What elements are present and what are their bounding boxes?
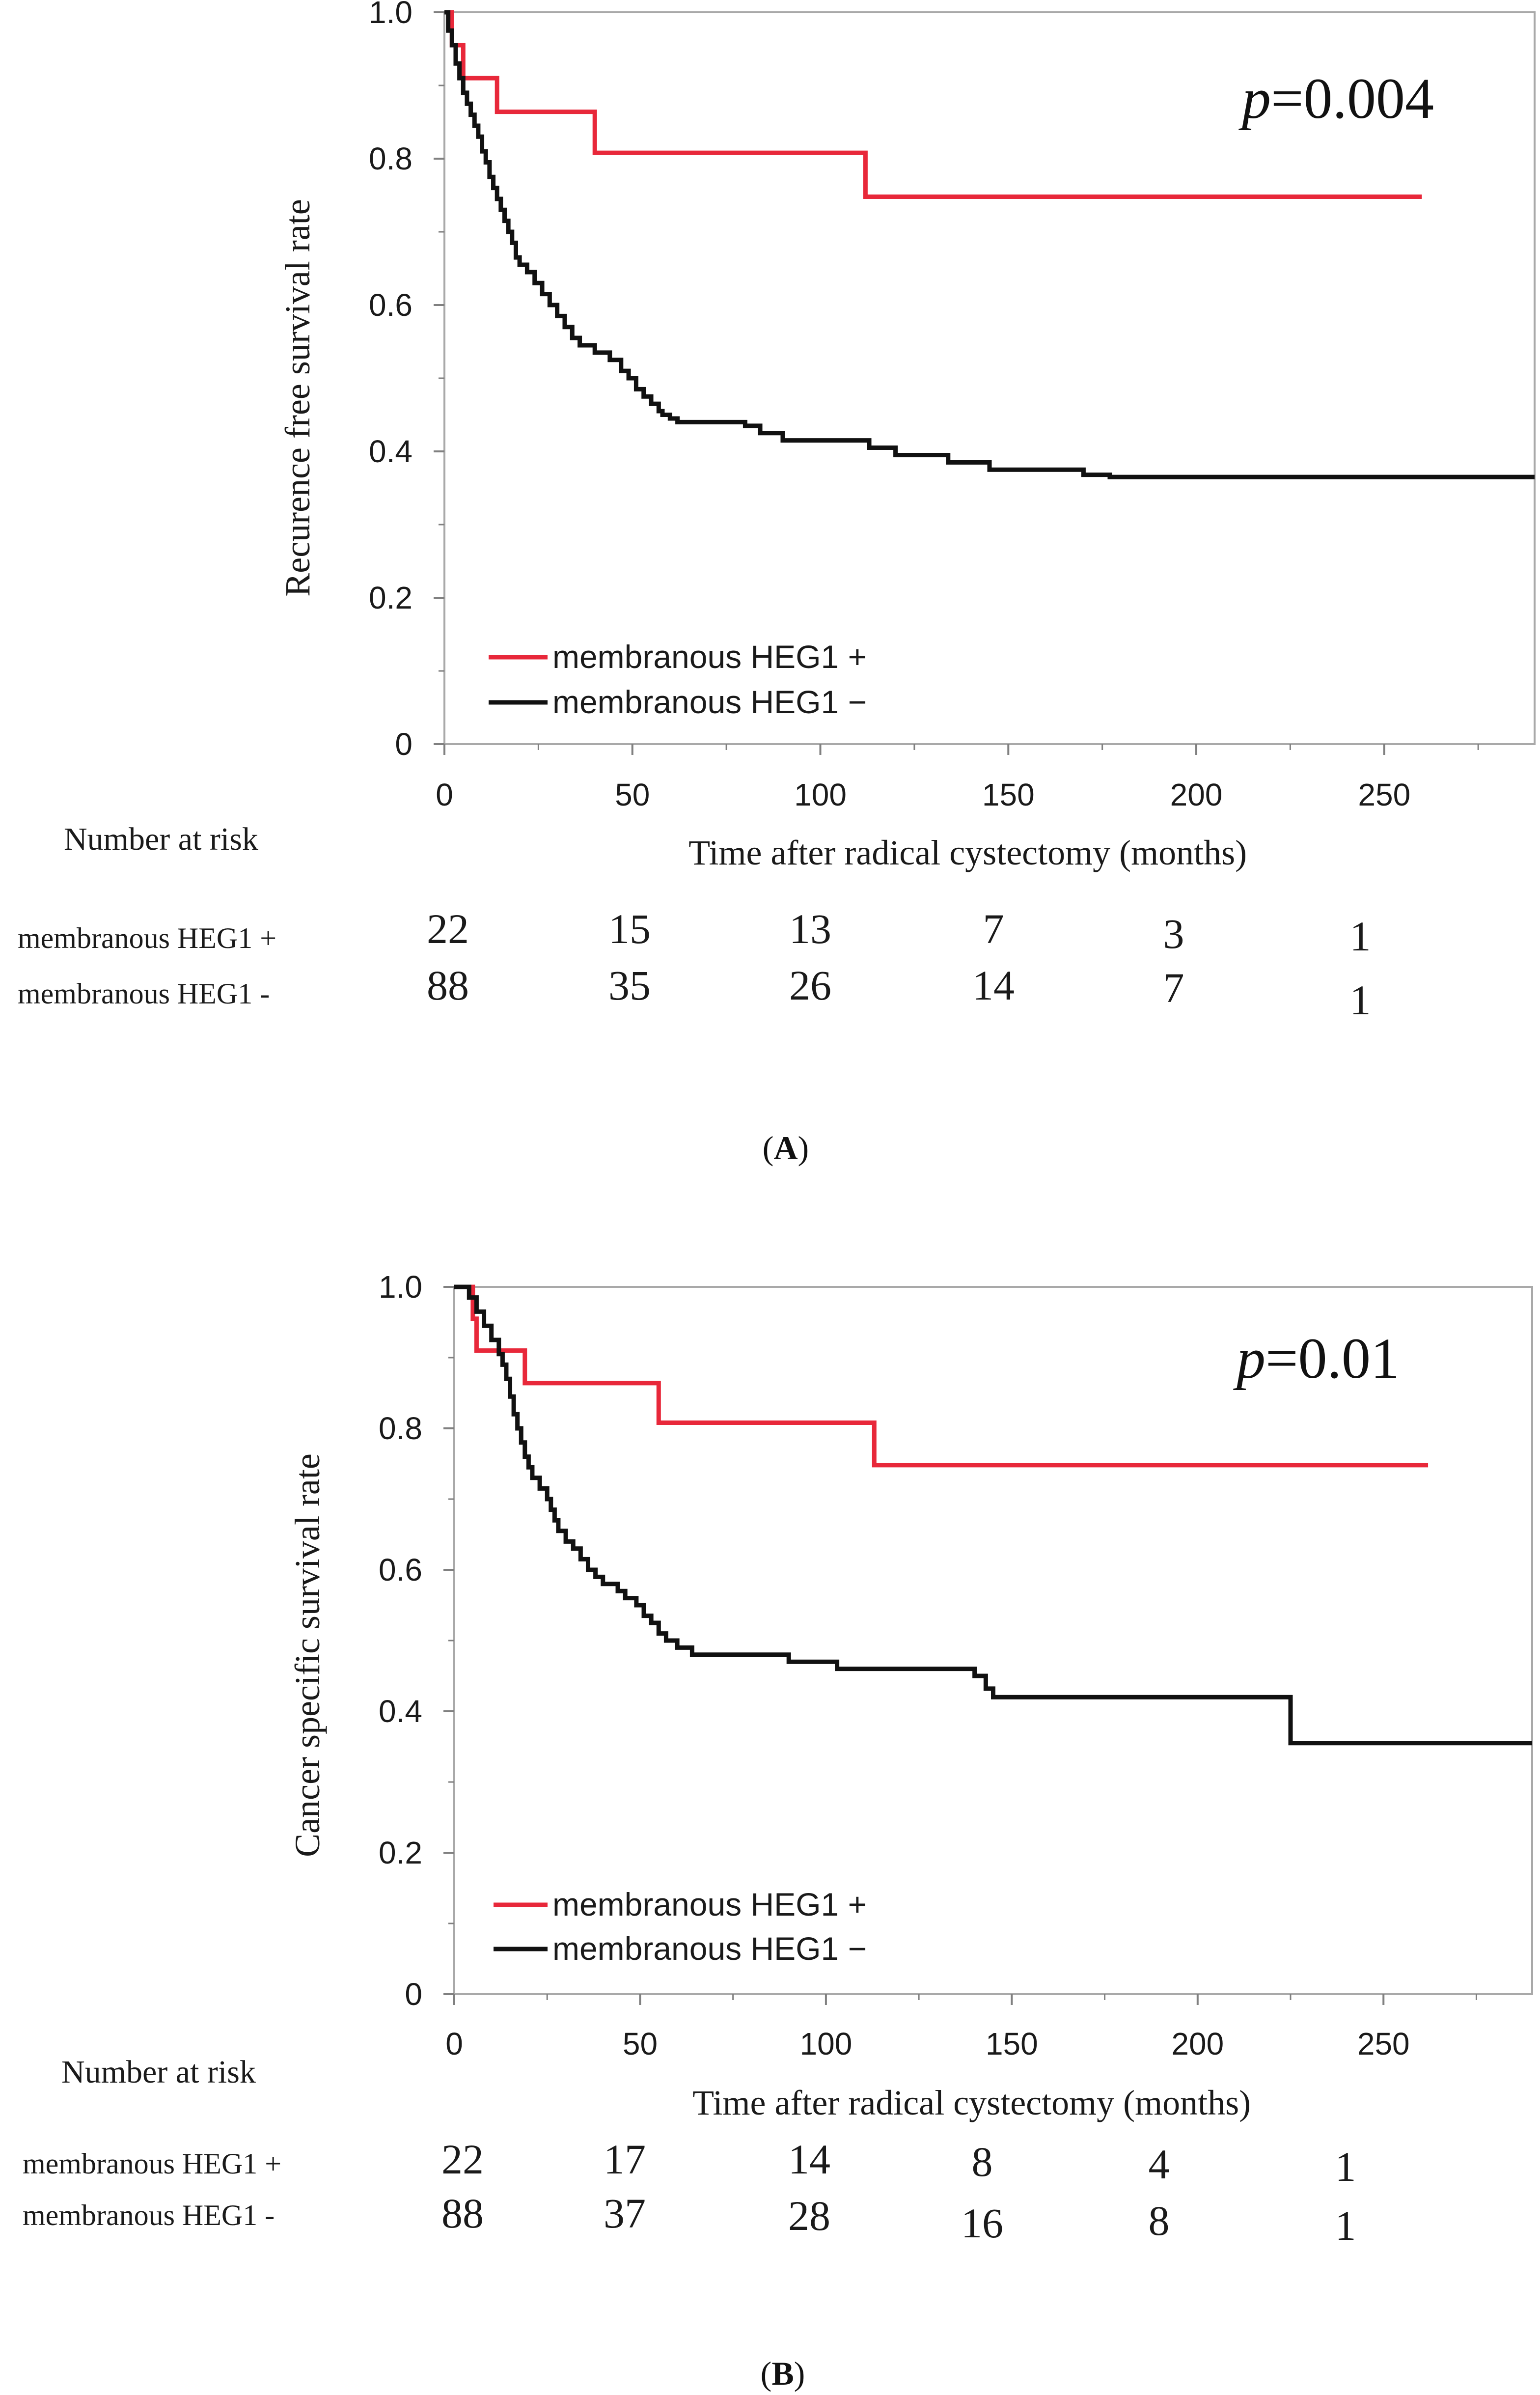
panel-caption: (B) bbox=[761, 2355, 805, 2392]
risk-row-label-positive: membranous HEG1 + bbox=[18, 922, 276, 954]
risk-count: 37 bbox=[604, 2190, 646, 2237]
x-tick-label: 250 bbox=[1358, 777, 1410, 812]
risk-count: 88 bbox=[427, 962, 469, 1009]
x-axis-title: Time after radical cystectomy (months) bbox=[688, 833, 1247, 872]
risk-row-label-negative: membranous HEG1 - bbox=[23, 2199, 275, 2231]
risk-count: 4 bbox=[1149, 2141, 1170, 2188]
risk-count: 35 bbox=[608, 962, 651, 1009]
p-value-italic: p bbox=[1238, 66, 1271, 131]
x-tick-label: 100 bbox=[800, 2026, 852, 2061]
number-at-risk-table: Number at risk membranous HEG1 + 22 17 14 8 4 1… bbox=[23, 2054, 1356, 2249]
y-tick-label: 0.8 bbox=[379, 1411, 422, 1446]
y-tick-label: 0 bbox=[395, 726, 412, 762]
risk-count: 88 bbox=[441, 2190, 484, 2237]
y-tick-label: 0 bbox=[405, 1977, 422, 2012]
series-line-heg1-positive bbox=[454, 1284, 1429, 1468]
number-at-risk-title: Number at risk bbox=[64, 821, 258, 857]
x-tick-label: 50 bbox=[615, 777, 650, 812]
risk-count: 26 bbox=[789, 962, 831, 1009]
risk-count: 7 bbox=[1163, 964, 1184, 1011]
y-tick-label: 0.4 bbox=[369, 434, 412, 469]
risk-count: 14 bbox=[788, 2136, 830, 2183]
caption-close-paren: ) bbox=[794, 2355, 805, 2392]
y-tick-label: 0.6 bbox=[379, 1552, 422, 1587]
x-tick-label: 200 bbox=[1171, 2026, 1224, 2061]
risk-count: 8 bbox=[1149, 2197, 1170, 2244]
p-value-italic: p bbox=[1233, 1326, 1265, 1391]
legend-label-positive: membranous HEG1 + bbox=[552, 1886, 867, 1922]
caption-open-paren: ( bbox=[763, 1129, 774, 1167]
risk-count: 17 bbox=[604, 2136, 646, 2183]
risk-count: 8 bbox=[972, 2138, 993, 2185]
caption-letter: A bbox=[773, 1129, 798, 1167]
y-tick-label: 0.6 bbox=[369, 287, 412, 323]
p-value: p=0.004 bbox=[1238, 66, 1434, 131]
risk-count: 1 bbox=[1350, 976, 1371, 1024]
p-value-number: =0.01 bbox=[1265, 1326, 1400, 1391]
risk-row-label-negative: membranous HEG1 - bbox=[18, 977, 270, 1010]
number-at-risk-table: Number at risk membranous HEG1 + 22 15 13 7 3 1… bbox=[18, 821, 1371, 1024]
legend-label-negative: membranous HEG1 − bbox=[552, 1930, 867, 1967]
x-tick-label: 150 bbox=[982, 777, 1035, 812]
caption-open-paren: ( bbox=[761, 2355, 772, 2392]
risk-count: 1 bbox=[1335, 2202, 1356, 2249]
legend: membranous HEG1 + membranous HEG1 − bbox=[489, 639, 867, 720]
risk-count: 28 bbox=[788, 2192, 830, 2239]
y-tick-label: 0.4 bbox=[379, 1694, 422, 1729]
x-axis-title: Time after radical cystectomy (months) bbox=[692, 2083, 1251, 2122]
risk-count: 3 bbox=[1163, 910, 1184, 957]
risk-count: 1 bbox=[1350, 913, 1371, 960]
x-tick-label: 150 bbox=[986, 2026, 1038, 2061]
y-axis-title: Cancer specific survival rate bbox=[288, 1453, 327, 1857]
caption-letter: B bbox=[771, 2355, 794, 2392]
x-tick-label: 100 bbox=[794, 777, 847, 812]
x-tick-label: 0 bbox=[445, 2026, 463, 2061]
x-tick-label: 50 bbox=[623, 2026, 658, 2061]
risk-count: 15 bbox=[608, 905, 651, 952]
x-tick-label: 200 bbox=[1170, 777, 1223, 812]
y-tick-label: 1.0 bbox=[369, 0, 412, 30]
chart-panel-b: 0 0.2 0.4 0.6 0.8 1.0 0 50 100 150 200 250 Time afte… bbox=[23, 1269, 1533, 2392]
legend-label-positive: membranous HEG1 + bbox=[552, 639, 867, 675]
risk-count: 16 bbox=[961, 2200, 1003, 2247]
x-tick-label: 0 bbox=[436, 777, 453, 812]
y-tick-label: 0.8 bbox=[369, 141, 412, 176]
legend: membranous HEG1 + membranous HEG1 − bbox=[494, 1886, 867, 1967]
p-value: p=0.01 bbox=[1233, 1326, 1400, 1391]
series-line-heg1-negative bbox=[454, 1284, 1532, 1746]
caption-close-paren: ) bbox=[798, 1129, 809, 1167]
risk-count: 14 bbox=[972, 962, 1015, 1009]
risk-count: 13 bbox=[789, 905, 831, 952]
panel-caption: (A) bbox=[763, 1129, 809, 1167]
x-tick-label: 250 bbox=[1357, 2026, 1410, 2061]
series-line-heg1-negative bbox=[444, 10, 1535, 479]
risk-row-label-positive: membranous HEG1 + bbox=[23, 2147, 281, 2180]
chart-panel-a: 0 0.2 0.4 0.6 0.8 1.0 0 50 100 150 200 250 Time afte… bbox=[18, 0, 1536, 1167]
risk-count: 22 bbox=[441, 2136, 484, 2183]
y-tick-label: 0.2 bbox=[379, 1835, 422, 1870]
y-tick-label: 0.2 bbox=[369, 580, 412, 615]
y-axis-title: Recurence free survival rate bbox=[278, 199, 317, 597]
p-value-number: =0.004 bbox=[1271, 66, 1434, 131]
risk-count: 1 bbox=[1335, 2143, 1356, 2190]
legend-label-negative: membranous HEG1 − bbox=[552, 684, 867, 720]
risk-count: 22 bbox=[427, 905, 469, 952]
number-at-risk-title: Number at risk bbox=[61, 2054, 256, 2090]
risk-count: 7 bbox=[983, 905, 1004, 952]
y-tick-label: 1.0 bbox=[379, 1269, 422, 1305]
